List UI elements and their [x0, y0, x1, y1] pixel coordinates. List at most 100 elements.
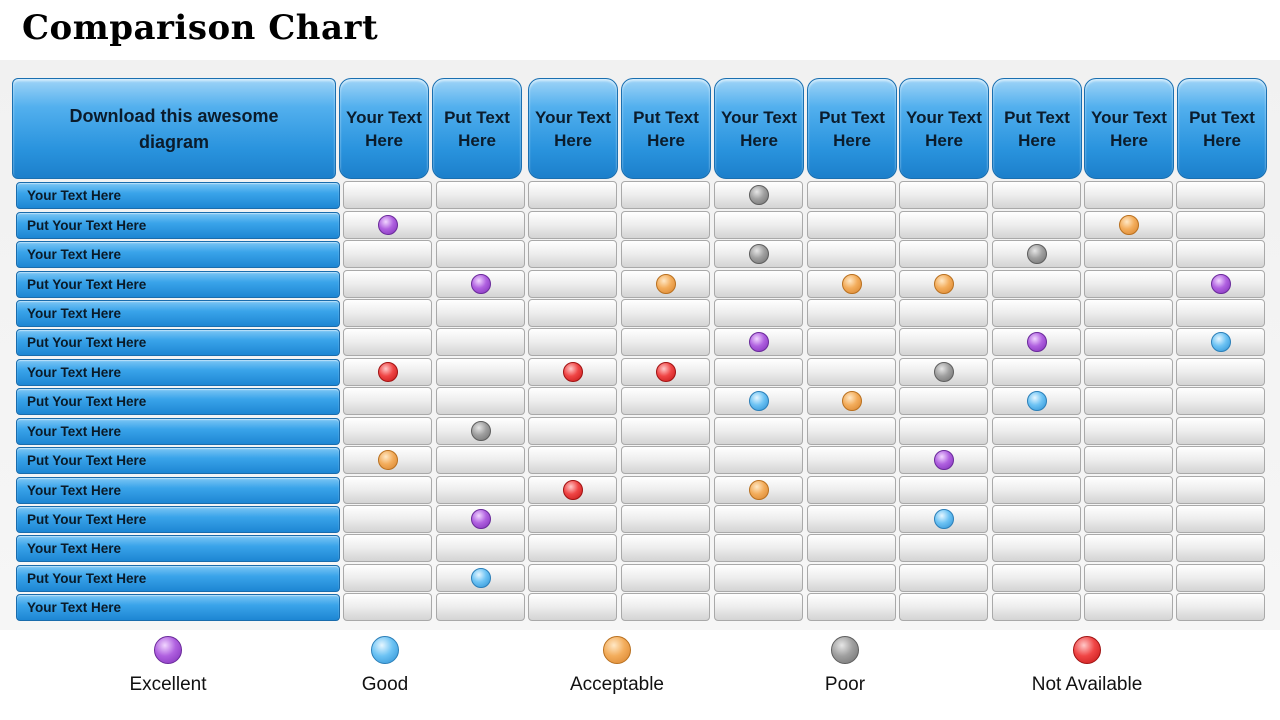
grid-cell	[807, 181, 896, 209]
grid-cell	[621, 299, 710, 327]
grid-cell	[621, 328, 710, 356]
grid-cell	[343, 505, 432, 533]
grid-cell	[1084, 270, 1173, 298]
grid-cell	[1176, 358, 1265, 386]
grid-cell	[714, 270, 803, 298]
grid-cell	[436, 181, 525, 209]
legend-item-good: Good	[295, 636, 475, 696]
grid-cell	[343, 417, 432, 445]
grid-cell	[528, 417, 617, 445]
grid-cell	[343, 593, 432, 621]
grid-cell	[436, 534, 525, 562]
grid-cell	[992, 211, 1081, 239]
grid-cell	[714, 505, 803, 533]
grid-cell	[1084, 534, 1173, 562]
grid-cell	[714, 299, 803, 327]
row-label-12: Put Your Text Here	[16, 506, 340, 533]
grid-cell	[1176, 593, 1265, 621]
grid-cell	[436, 240, 525, 268]
column-header-1: Your Text Here	[339, 78, 429, 179]
grid-cell	[528, 240, 617, 268]
page-title: Comparison Chart	[22, 8, 379, 48]
poor-rating-dot	[470, 421, 491, 441]
grid-cell	[343, 476, 432, 504]
column-header-5: Your Text Here	[714, 78, 804, 179]
column-header-4: Put Text Here	[621, 78, 711, 179]
grid-cell	[343, 240, 432, 268]
grid-cell	[1176, 181, 1265, 209]
grid-cell	[621, 446, 710, 474]
column-header-9: Your Text Here	[1084, 78, 1174, 179]
grid-cell	[1084, 328, 1173, 356]
grid-cell	[528, 299, 617, 327]
grid-cell	[1176, 211, 1265, 239]
grid-cell	[807, 299, 896, 327]
acceptable-rating-dot	[841, 274, 862, 294]
grid-cell	[343, 387, 432, 415]
grid-cell	[992, 505, 1081, 533]
column-header-3: Your Text Here	[528, 78, 618, 179]
grid-cell	[343, 534, 432, 562]
grid-cell	[343, 270, 432, 298]
grid-cell	[714, 564, 803, 592]
not-available-rating-dot	[655, 362, 676, 382]
grid-cell	[528, 534, 617, 562]
grid-cell	[714, 446, 803, 474]
grid-cell	[343, 181, 432, 209]
grid-cell	[528, 387, 617, 415]
grid-cell	[807, 534, 896, 562]
grid-cell	[621, 240, 710, 268]
row-label-2: Put Your Text Here	[16, 212, 340, 239]
acceptable-rating-dot	[841, 391, 862, 411]
grid-cell	[528, 505, 617, 533]
grid-cell	[807, 211, 896, 239]
grid-cell	[899, 181, 988, 209]
grid-cell	[992, 564, 1081, 592]
grid-cell	[1084, 476, 1173, 504]
excellent-rating-dot	[1026, 332, 1047, 352]
grid-cell	[621, 593, 710, 621]
good-rating-dot	[470, 568, 491, 588]
column-header-2: Put Text Here	[432, 78, 522, 179]
acceptable-rating-dot	[1118, 215, 1139, 235]
poor-rating-dot	[748, 244, 769, 264]
grid-cell	[1084, 593, 1173, 621]
grid-cell	[899, 299, 988, 327]
grid-cell	[621, 181, 710, 209]
grid-cell	[528, 564, 617, 592]
grid-cell	[1176, 476, 1265, 504]
excellent-rating-dot	[1210, 274, 1231, 294]
grid-cell	[714, 417, 803, 445]
grid-cell	[1084, 181, 1173, 209]
grid-cell	[899, 211, 988, 239]
excellent-rating-dot	[470, 274, 491, 294]
grid-cell	[621, 534, 710, 562]
good-legend-icon	[371, 636, 399, 664]
grid-cell	[992, 476, 1081, 504]
excellent-rating-dot	[933, 450, 954, 470]
grid-cell	[899, 593, 988, 621]
good-rating-dot	[1026, 391, 1047, 411]
legend-label: Poor	[824, 674, 866, 695]
row-label-13: Your Text Here	[16, 535, 340, 562]
grid-cell	[1176, 505, 1265, 533]
row-label-7: Your Text Here	[16, 359, 340, 386]
grid-cell	[992, 181, 1081, 209]
grid-cell	[992, 417, 1081, 445]
excellent-rating-dot	[377, 215, 398, 235]
legend-label: Not Available	[1031, 674, 1143, 695]
grid-cell	[714, 593, 803, 621]
legend-item-not-available: Not Available	[997, 636, 1177, 696]
grid-cell	[1084, 564, 1173, 592]
legend-item-poor: Poor	[755, 636, 935, 696]
grid-cell	[436, 593, 525, 621]
not-available-rating-dot	[377, 362, 398, 382]
acceptable-rating-dot	[377, 450, 398, 470]
grid-cell	[621, 476, 710, 504]
grid-cell	[436, 358, 525, 386]
row-label-14: Put Your Text Here	[16, 565, 340, 592]
row-label-10: Put Your Text Here	[16, 447, 340, 474]
grid-cell	[1176, 240, 1265, 268]
grid-cell	[1084, 387, 1173, 415]
row-label-9: Your Text Here	[16, 418, 340, 445]
